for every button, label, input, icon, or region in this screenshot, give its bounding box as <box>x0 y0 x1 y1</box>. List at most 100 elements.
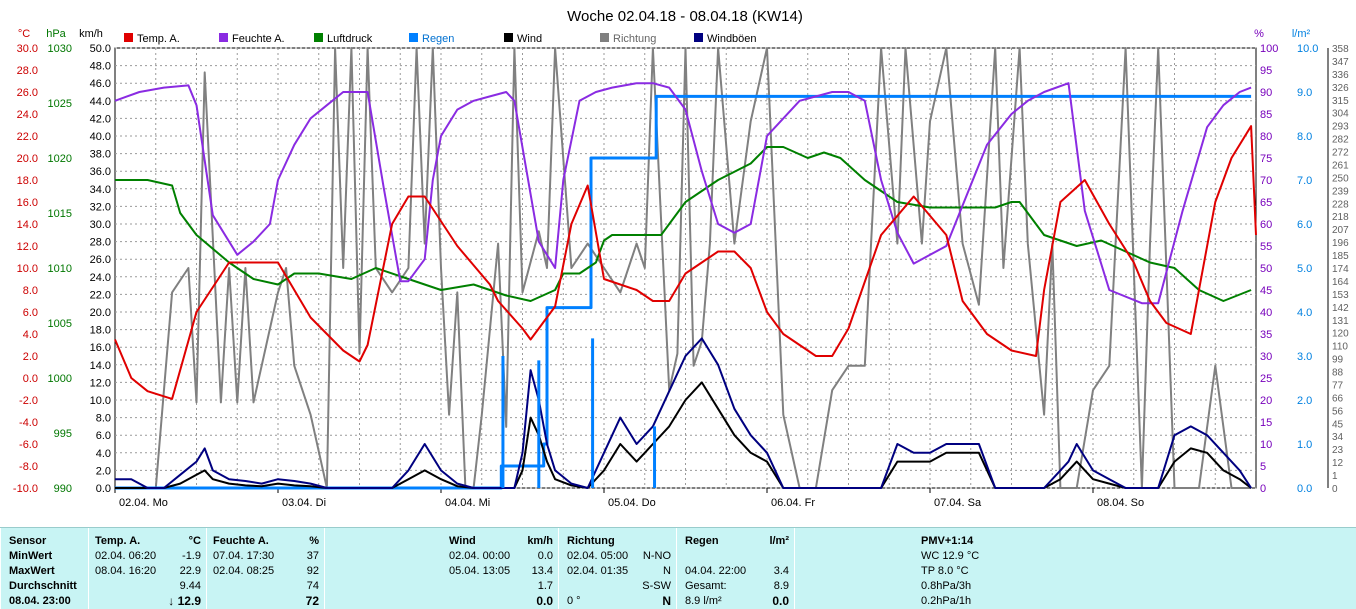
hum-tick-label: 20 <box>1260 395 1272 407</box>
dir-tick-label: 23 <box>1332 445 1344 456</box>
dir-avg-value: S-SW <box>642 580 671 592</box>
temp-min-value: -1.9 <box>182 550 201 562</box>
x-tick-label: 08.04. So <box>1097 497 1144 509</box>
temp-unit-label: °C <box>18 28 30 40</box>
rain-tick-label: 6.0 <box>1297 219 1312 231</box>
hum-tick-label: 65 <box>1260 197 1272 209</box>
temp-tick-label: 4.0 <box>23 329 38 341</box>
hum-tick-label: 35 <box>1260 329 1272 341</box>
wind-tick-label: 40.0 <box>90 131 111 143</box>
col-sensor: Sensor MinWert MaxWert Durchschnitt 08.0… <box>0 528 89 609</box>
hum-tick-label: 85 <box>1260 109 1272 121</box>
press-tick-label: 1015 <box>48 208 72 220</box>
dir-tick-label: 120 <box>1332 329 1349 340</box>
hum-tick-label: 30 <box>1260 351 1272 363</box>
wind-tick-label: 48.0 <box>90 61 111 73</box>
dir-tick-label: 282 <box>1332 135 1349 146</box>
wind-tick-label: 42.0 <box>90 113 111 125</box>
hum-tick-label: 80 <box>1260 131 1272 143</box>
wind-line <box>115 381 1252 489</box>
hum-tick-label: 40 <box>1260 307 1272 319</box>
legend-swatch <box>219 33 228 42</box>
temp-min-time: 02.04. 06:20 <box>95 550 157 562</box>
hum-tick-label: 95 <box>1260 65 1272 77</box>
press-tick-label: 995 <box>54 428 72 440</box>
col-rain: Regen l/m² 04.04. 22:00 3.4 Gesamt: 8.9 … <box>676 528 795 609</box>
dir-tick-label: 293 <box>1332 122 1349 133</box>
wind-header: Wind <box>449 535 476 547</box>
rain-max-time: 04.04. 22:00 <box>685 565 747 577</box>
wind-tick-label: 0.0 <box>96 483 111 495</box>
hum-tick-label: 70 <box>1260 175 1272 187</box>
wind-max-value: 13.4 <box>531 565 553 577</box>
temp-tick-label: -8.0 <box>19 461 38 473</box>
temp-tick-label: 18.0 <box>17 175 38 187</box>
row-label-avg: Durchschnitt <box>9 580 77 592</box>
wind-tick-label: 38.0 <box>90 149 111 161</box>
dir-tick-label: 142 <box>1332 303 1349 314</box>
sensor-header: Sensor <box>9 535 47 547</box>
rain-max-value: 3.4 <box>773 565 789 577</box>
pmv-wc: WC 12.9 °C <box>921 550 980 562</box>
dir-tick-label: 153 <box>1332 290 1349 301</box>
temp-tick-label: -6.0 <box>19 439 38 451</box>
wind-tick-label: 44.0 <box>90 96 111 108</box>
stats-table: Sensor MinWert MaxWert Durchschnitt 08.0… <box>0 527 1356 609</box>
dir-max-time: 02.04. 01:35 <box>567 565 629 577</box>
hum-tick-label: 45 <box>1260 285 1272 297</box>
wind-tick-label: 6.0 <box>96 430 111 442</box>
legend-swatch <box>694 33 703 42</box>
rain-current-total: 8.9 l/m² <box>685 595 722 607</box>
rain-tick-label: 1.0 <box>1297 439 1312 451</box>
press-tick-label: 1005 <box>48 318 72 330</box>
hum-tick-label: 50 <box>1260 263 1272 275</box>
temp-tick-label: 20.0 <box>17 153 38 165</box>
rain-tick-label: 4.0 <box>1297 307 1312 319</box>
press-tick-label: 1025 <box>48 98 72 110</box>
legend-swatch <box>314 33 323 42</box>
rain-tick-label: 9.0 <box>1297 87 1312 99</box>
rain-tick-label: 10.0 <box>1297 43 1318 55</box>
dir-tick-label: 336 <box>1332 70 1349 81</box>
col-wind: Wind km/h 02.04. 00:00 0.0 05.04. 13:05 … <box>324 528 559 609</box>
dir-max-value: N <box>663 565 671 577</box>
temp-tick-label: 16.0 <box>17 197 38 209</box>
dir-tick-label: 272 <box>1332 148 1349 159</box>
weather-chart: Woche 02.04.18 - 08.04.18 (KW14) °C hPa … <box>13 8 1349 509</box>
hum-tick-label: 55 <box>1260 241 1272 253</box>
dir-tick-label: 185 <box>1332 251 1349 262</box>
x-tick-label: 02.04. Mo <box>119 497 168 509</box>
hum-unit: % <box>309 535 319 547</box>
wind-tick-label: 20.0 <box>90 307 111 319</box>
rain-tick-label: 0.0 <box>1297 483 1312 495</box>
x-tick-label: 04.04. Mi <box>445 497 490 509</box>
rain-tick-label: 8.0 <box>1297 131 1312 143</box>
wind-tick-label: 18.0 <box>90 325 111 337</box>
row-label-max: MaxWert <box>9 565 55 577</box>
temp-line <box>114 125 1257 400</box>
dir-tick-label: 239 <box>1332 186 1349 197</box>
press-tick-label: 1010 <box>48 263 72 275</box>
dir-tick-label: 315 <box>1332 96 1349 107</box>
dir-tick-label: 45 <box>1332 419 1344 430</box>
hum-unit-label: % <box>1254 28 1264 40</box>
dir-tick-label: 174 <box>1332 264 1349 275</box>
dir-tick-label: 250 <box>1332 173 1349 184</box>
dir-tick-label: 261 <box>1332 160 1349 171</box>
hum-tick-label: 60 <box>1260 219 1272 231</box>
dir-tick-label: 99 <box>1332 355 1344 366</box>
temp-tick-label: 14.0 <box>17 219 38 231</box>
boeen-line <box>115 337 1252 489</box>
row-label-current: 08.04. 23:00 <box>9 595 71 607</box>
pmv-press-3h: 0.8hPa/3h <box>921 580 972 592</box>
dir-current-value: N <box>662 594 671 608</box>
wind-tick-label: 16.0 <box>90 342 111 354</box>
dir-tick-label: 34 <box>1332 432 1344 443</box>
legend-label: Windböen <box>707 33 757 45</box>
x-tick-label: 06.04. Fr <box>771 497 815 509</box>
press-tick-label: 1030 <box>48 43 72 55</box>
hum-min-value: 37 <box>306 550 319 562</box>
temp-tick-label: 2.0 <box>23 351 38 363</box>
wind-tick-label: 30.0 <box>90 219 111 231</box>
hum-tick-label: 25 <box>1260 373 1272 385</box>
